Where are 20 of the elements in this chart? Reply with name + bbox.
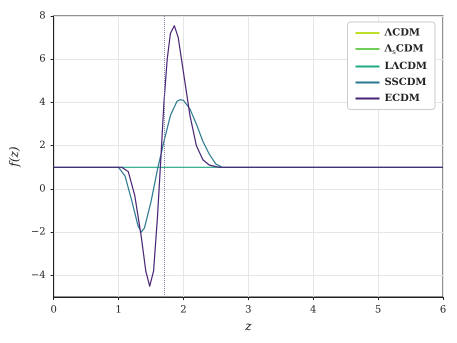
x-tick-label: 6 <box>440 304 446 316</box>
y-tick-label: 8 <box>39 10 46 22</box>
legend-label: ΛCDM <box>384 28 420 38</box>
y-tick-label: −4 <box>30 270 46 281</box>
y-tick-label: 0 <box>39 183 46 194</box>
y-tick-label: 2 <box>39 140 46 152</box>
x-tick-label: 2 <box>180 304 187 316</box>
y-tick-label: −2 <box>30 226 46 238</box>
y-tick-label: 6 <box>39 54 46 65</box>
legend-label: LΛCDM <box>384 61 428 72</box>
legend-label: SSCDM <box>384 77 426 88</box>
x-tick-label: 1 <box>115 304 122 316</box>
x-tick-label: 4 <box>310 304 316 316</box>
y-axis-title: f(z) <box>7 146 21 168</box>
legend-label: ECDM <box>384 93 420 104</box>
x-tick-label: 3 <box>245 304 252 316</box>
y-tick-label: 4 <box>39 96 46 108</box>
x-tick-label: 5 <box>374 304 382 316</box>
x-axis-title: z <box>244 318 252 333</box>
x-tick-label: 0 <box>50 304 57 316</box>
